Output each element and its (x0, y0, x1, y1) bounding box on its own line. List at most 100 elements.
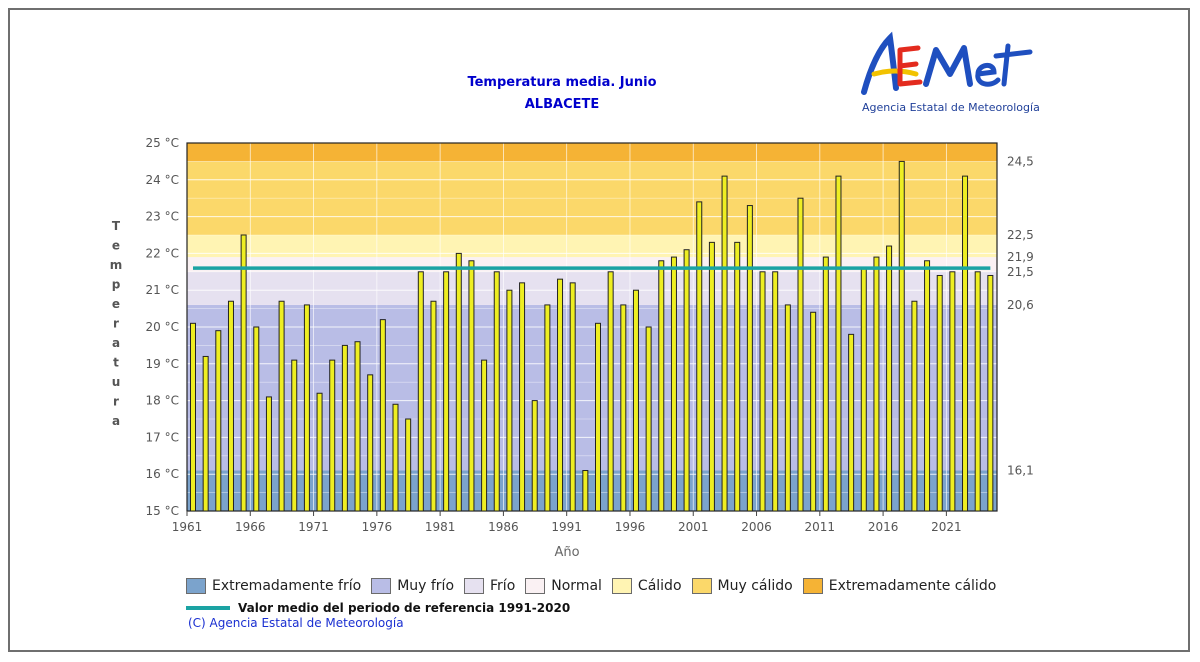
y-tick-label: 25 °C (146, 136, 179, 150)
bar-2000 (683, 249, 690, 512)
bar-2004 (734, 241, 741, 512)
bar-1972 (329, 359, 336, 512)
bar-2023 (974, 271, 981, 512)
bar-1999 (670, 256, 677, 512)
threshold-label: 21,5 (1007, 265, 1034, 279)
bar-1989 (544, 304, 551, 512)
chart-legend: Extremadamente frío Muy frío Frío Normal… (186, 578, 1006, 594)
bar-2008 (784, 304, 791, 512)
bar-1981 (443, 271, 450, 512)
y-axis-label-letter: a (112, 336, 120, 350)
bar-1968 (278, 300, 285, 512)
y-tick-label: 19 °C (146, 357, 179, 371)
bar-2017 (898, 160, 905, 512)
bar-2024 (987, 274, 994, 512)
bar-1987 (519, 282, 526, 512)
y-axis-label-letter: r (113, 395, 119, 409)
bar-1995 (620, 304, 627, 512)
band-6 (187, 143, 997, 162)
bar-2015 (873, 256, 880, 512)
y-axis-label-letter: u (112, 375, 121, 389)
bar-1970 (303, 304, 310, 512)
aemet-logo-subtitle: Agencia Estatal de Meteorología (862, 101, 1040, 114)
x-tick-label: 1991 (551, 520, 582, 534)
bar-1965 (240, 234, 247, 512)
x-tick-label: 1996 (615, 520, 646, 534)
bar-1975 (367, 374, 374, 512)
y-axis-label-letter: p (112, 278, 121, 292)
copyright-text: (C) Agencia Estatal de Meteorología (188, 616, 404, 630)
bar-1998 (658, 260, 665, 512)
bar-2002 (708, 241, 715, 512)
bar-1997 (645, 326, 652, 512)
legend-label: Muy frío (397, 578, 455, 594)
bar-1980 (430, 300, 437, 512)
reference-line-swatch (186, 606, 230, 610)
x-tick-label: 2011 (805, 520, 836, 534)
legend-label: Frío (490, 578, 516, 594)
threshold-label: 16,1 (1007, 464, 1034, 478)
bar-1967 (265, 396, 272, 512)
legend-swatch (611, 578, 632, 594)
bar-2019 (924, 260, 931, 512)
y-tick-label: 20 °C (146, 320, 179, 334)
bar-2005 (746, 205, 753, 512)
y-tick-label: 23 °C (146, 210, 179, 224)
bar-1979 (417, 271, 424, 512)
bar-1961 (190, 322, 196, 512)
x-tick-label: 1961 (172, 520, 203, 534)
x-tick-label: 2021 (931, 520, 962, 534)
reference-line-legend: Valor medio del periodo de referencia 19… (186, 601, 570, 615)
chart-subtitle: ALBACETE (524, 97, 600, 112)
x-tick-label: 2006 (741, 520, 772, 534)
bar-1978 (405, 418, 412, 512)
legend-item-extremadamente-frio: Extremadamente frío (186, 578, 361, 594)
threshold-label: 24,5 (1007, 154, 1034, 168)
bar-2009 (797, 197, 804, 512)
y-tick-label: 21 °C (146, 283, 179, 297)
bar-1988 (531, 400, 538, 512)
y-tick-label: 16 °C (146, 467, 179, 481)
threshold-label: 22,5 (1007, 228, 1034, 242)
bar-1986 (506, 289, 513, 512)
bar-1962 (202, 355, 209, 512)
x-tick-label: 1981 (425, 520, 456, 534)
y-tick-label: 22 °C (146, 246, 179, 260)
y-tick-label: 17 °C (146, 430, 179, 444)
bar-1991 (569, 282, 576, 512)
bar-2016 (886, 245, 893, 512)
y-axis-label-letter: a (112, 414, 120, 428)
legend-item-muy-calido: Muy cálido (691, 578, 793, 594)
bar-1976 (379, 319, 386, 512)
legend-swatch (186, 578, 206, 594)
bar-2013 (848, 333, 855, 512)
plot-border (186, 142, 998, 512)
x-tick-label: 1971 (298, 520, 329, 534)
legend-item-calido: Cálido (611, 578, 682, 594)
bar-1963 (215, 330, 222, 512)
y-tick-label: 15 °C (146, 504, 179, 518)
bar-1993 (595, 322, 601, 512)
bar-1973 (341, 344, 348, 512)
legend-swatch (802, 578, 823, 594)
legend-item-extremadamente-calido: Extremadamente cálido (802, 578, 997, 594)
x-tick-label: 2001 (678, 520, 709, 534)
aemet-logo (861, 31, 1033, 95)
bar-1983 (468, 260, 475, 512)
legend-swatch (691, 578, 712, 594)
x-tick-label: 2016 (868, 520, 899, 534)
x-tick-label: 1966 (235, 520, 266, 534)
bar-2018 (911, 300, 918, 512)
x-axis-label: Año (554, 545, 579, 560)
legend-label: Muy cálido (717, 578, 793, 594)
bar-2007 (772, 271, 779, 512)
bar-1982 (455, 252, 462, 512)
bar-2014 (860, 267, 867, 512)
x-tick-label: 1976 (362, 520, 393, 534)
band-4 (187, 235, 997, 258)
legend-swatch (464, 578, 485, 594)
bar-1977 (392, 403, 399, 512)
legend-label: Extremadamente cálido (828, 578, 997, 594)
bar-2010 (810, 311, 817, 512)
